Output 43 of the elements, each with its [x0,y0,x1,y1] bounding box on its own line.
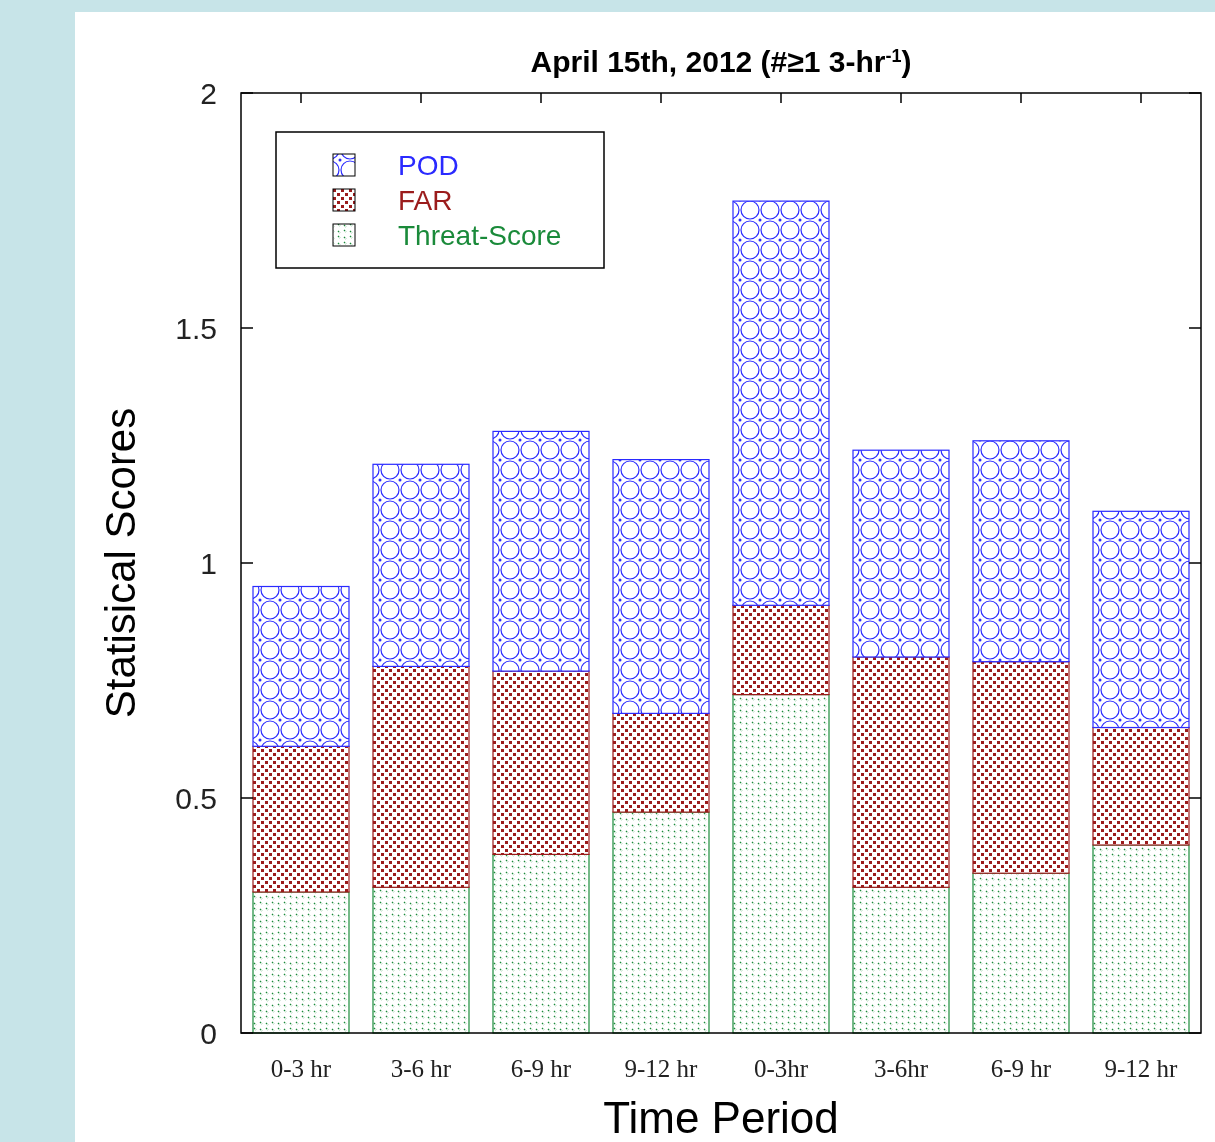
bar [852,886,950,1034]
legend-label: Threat-Score [398,219,562,251]
bar [612,712,710,813]
bar [252,585,350,747]
bar [852,449,950,658]
legend-label: FAR [398,184,453,216]
y-tick-label: 1 [200,546,217,580]
bar [372,463,470,667]
bar [252,745,350,893]
x-tick-label: 6-9 hr [990,1055,1052,1082]
y-tick-label: 0.5 [175,781,217,815]
bar [252,891,350,1034]
x-tick-label: 0-3 hr [270,1055,332,1082]
bar [492,430,590,672]
bar [732,604,830,696]
y-tick-label: 1.5 [175,311,217,345]
bar [972,872,1070,1034]
bar [852,656,950,888]
bar [372,886,470,1034]
y-axis-title: Statisical Scores [97,407,144,719]
bar [372,665,470,888]
bar [1092,844,1190,1034]
bar [972,440,1070,663]
bar [612,459,710,714]
bar [972,661,1070,874]
chart-title: April 15th, 2012 (#≥1 3-hr$^{-1}$) [530,45,912,78]
x-tick-label: 6-9 hr [510,1055,572,1082]
x-tick-label: 9-12 hr [624,1055,699,1082]
y-tick-label: 2 [200,76,217,110]
bar [732,694,830,1034]
x-axis-title: Time Period [603,1093,839,1142]
bar [1092,510,1190,729]
x-tick-label: 3-6 hr [390,1055,452,1082]
legend-label: POD [398,149,459,181]
bar [492,670,590,855]
bar [492,853,590,1034]
y-tick-label: 0 [200,1016,217,1050]
bar [1092,726,1190,846]
bar [612,811,710,1034]
x-tick-label: 0-3hr [753,1055,809,1082]
bar [732,200,830,606]
x-tick-label: 3-6hr [873,1055,929,1082]
x-tick-label: 9-12 hr [1104,1055,1179,1082]
